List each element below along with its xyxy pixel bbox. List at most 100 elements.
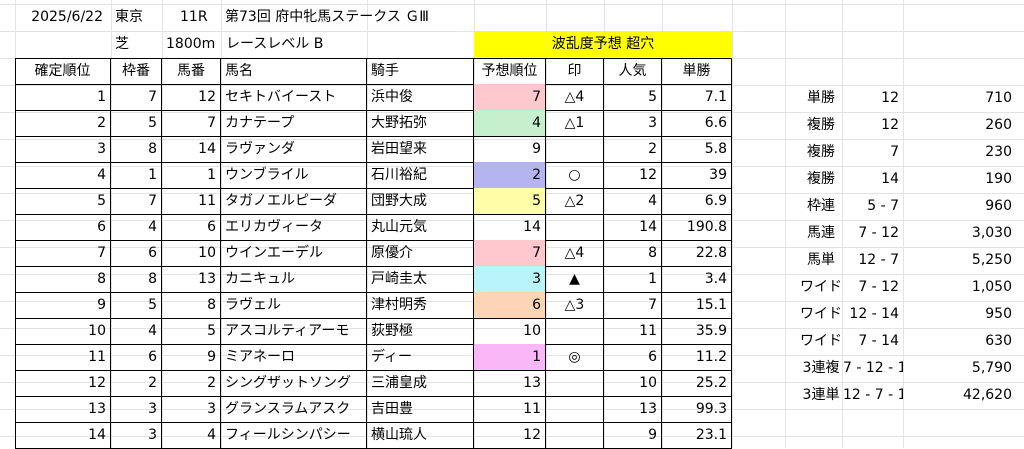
cell-odds[interactable]: 22.8	[662, 240, 732, 267]
cell-pop[interactable]: 9	[604, 422, 662, 449]
cell-jockey[interactable]: 戸崎圭太	[367, 266, 474, 293]
cell-mark[interactable]	[546, 318, 604, 345]
cell-pred[interactable]: 2	[474, 162, 546, 189]
cell-uma[interactable]: 14	[162, 136, 221, 163]
cell-pop[interactable]: 13	[604, 396, 662, 423]
cell-uma[interactable]: 7	[162, 110, 221, 137]
cell-horse[interactable]: ウインエーデル	[221, 240, 367, 267]
cell-mark[interactable]	[546, 370, 604, 397]
payout-amount[interactable]: 5,250	[971, 252, 1012, 268]
cell-waku[interactable]: 1	[111, 162, 162, 189]
cell-horse[interactable]: セキトバイースト	[221, 84, 367, 111]
cell-uma[interactable]: 11	[162, 188, 221, 215]
cell-rank[interactable]: 1	[15, 84, 111, 111]
cell-horse[interactable]: エリカヴィータ	[221, 214, 367, 241]
payout-type[interactable]: ワイド	[800, 306, 842, 322]
cell-horse[interactable]: ウンブライル	[221, 162, 367, 189]
cell-jockey[interactable]: 津村明秀	[367, 292, 474, 319]
cell-pop[interactable]: 7	[604, 292, 662, 319]
cell-mark[interactable]: △4	[546, 84, 604, 111]
cell-rank[interactable]: 14	[15, 422, 111, 449]
cell-uma[interactable]: 3	[162, 396, 221, 423]
payout-type[interactable]: 3連複	[802, 360, 840, 376]
cell-odds[interactable]: 190.8	[662, 214, 732, 241]
payout-amount[interactable]: 950	[985, 306, 1012, 322]
payout-type[interactable]: ワイド	[800, 333, 842, 349]
cell-odds[interactable]: 5.8	[662, 136, 732, 163]
cell-pred[interactable]: 12	[474, 422, 546, 449]
cell-pop[interactable]: 10	[604, 370, 662, 397]
cell-jockey[interactable]: 岩田望来	[367, 136, 474, 163]
cell-horse[interactable]: タガノエルピーダ	[221, 188, 367, 215]
cell-mark[interactable]	[546, 136, 604, 163]
cell-odds[interactable]: 3.4	[662, 266, 732, 293]
cell-waku[interactable]: 3	[111, 422, 162, 449]
cell-rank[interactable]: 6	[15, 214, 111, 241]
payout-combo[interactable]: 14	[881, 171, 899, 187]
cell-uma[interactable]: 10	[162, 240, 221, 267]
cell-uma[interactable]: 13	[162, 266, 221, 293]
cell-rank[interactable]: 7	[15, 240, 111, 267]
cell-rank[interactable]: 4	[15, 162, 111, 189]
column-header-rank[interactable]: 確定順位	[15, 58, 111, 85]
cell-mark[interactable]: ▲	[546, 266, 604, 293]
cell-waku[interactable]: 2	[111, 370, 162, 397]
race-surface[interactable]: 芝	[115, 36, 129, 52]
payout-amount[interactable]: 42,620	[963, 387, 1012, 403]
payout-type[interactable]: 複勝	[807, 117, 835, 133]
cell-horse[interactable]: ミアネーロ	[221, 344, 367, 371]
cell-horse[interactable]: ラヴァンダ	[221, 136, 367, 163]
payout-type[interactable]: 複勝	[807, 171, 835, 187]
payout-combo[interactable]: 12 - 7	[858, 252, 899, 268]
cell-odds[interactable]: 35.9	[662, 318, 732, 345]
cell-odds[interactable]: 15.1	[662, 292, 732, 319]
cell-pred[interactable]: 4	[474, 110, 546, 137]
cell-uma[interactable]: 12	[162, 84, 221, 111]
cell-odds[interactable]: 39	[662, 162, 732, 189]
payout-type[interactable]: 単勝	[807, 90, 835, 106]
cell-uma[interactable]: 6	[162, 214, 221, 241]
cell-pred[interactable]: 3	[474, 266, 546, 293]
column-header-odds[interactable]: 単勝	[662, 58, 732, 85]
cell-uma[interactable]: 5	[162, 318, 221, 345]
cell-waku[interactable]: 8	[111, 136, 162, 163]
cell-rank[interactable]: 10	[15, 318, 111, 345]
payout-amount[interactable]: 230	[985, 144, 1012, 160]
cell-pred[interactable]: 1	[474, 344, 546, 371]
cell-pop[interactable]: 1	[604, 266, 662, 293]
payout-combo[interactable]: 7 - 12 - 14	[843, 360, 903, 376]
cell-pred[interactable]: 7	[474, 84, 546, 111]
race-distance[interactable]: 1800m	[166, 36, 216, 52]
cell-horse[interactable]: シングザットソング	[221, 370, 367, 397]
payout-amount[interactable]: 5,790	[971, 360, 1012, 376]
cell-pred[interactable]: 7	[474, 240, 546, 267]
cell-mark[interactable]: △1	[546, 110, 604, 137]
cell-odds[interactable]: 25.2	[662, 370, 732, 397]
cell-odds[interactable]: 99.3	[662, 396, 732, 423]
payout-type[interactable]: 複勝	[807, 144, 835, 160]
cell-waku[interactable]: 5	[111, 110, 162, 137]
cell-mark[interactable]: △2	[546, 188, 604, 215]
cell-jockey[interactable]: 丸山元気	[367, 214, 474, 241]
race-venue[interactable]: 東京	[115, 9, 143, 25]
cell-uma[interactable]: 2	[162, 370, 221, 397]
cell-pop[interactable]: 8	[604, 240, 662, 267]
payout-type[interactable]: 馬単	[807, 252, 835, 268]
cell-pred[interactable]: 10	[474, 318, 546, 345]
cell-uma[interactable]: 1	[162, 162, 221, 189]
cell-pop[interactable]: 3	[604, 110, 662, 137]
column-header-pred[interactable]: 予想順位	[474, 58, 546, 85]
cell-pop[interactable]: 6	[604, 344, 662, 371]
cell-rank[interactable]: 11	[15, 344, 111, 371]
payout-amount[interactable]: 190	[985, 171, 1012, 187]
cell-mark[interactable]: △4	[546, 240, 604, 267]
cell-pop[interactable]: 2	[604, 136, 662, 163]
cell-uma[interactable]: 4	[162, 422, 221, 449]
payout-combo[interactable]: 12 - 14	[849, 306, 899, 322]
cell-waku[interactable]: 6	[111, 240, 162, 267]
race-level[interactable]: レースレベル B	[226, 36, 324, 52]
payout-combo[interactable]: 7 - 14	[858, 333, 899, 349]
payout-amount[interactable]: 260	[985, 117, 1012, 133]
cell-pop[interactable]: 11	[604, 318, 662, 345]
payout-type[interactable]: 3連単	[802, 387, 840, 403]
